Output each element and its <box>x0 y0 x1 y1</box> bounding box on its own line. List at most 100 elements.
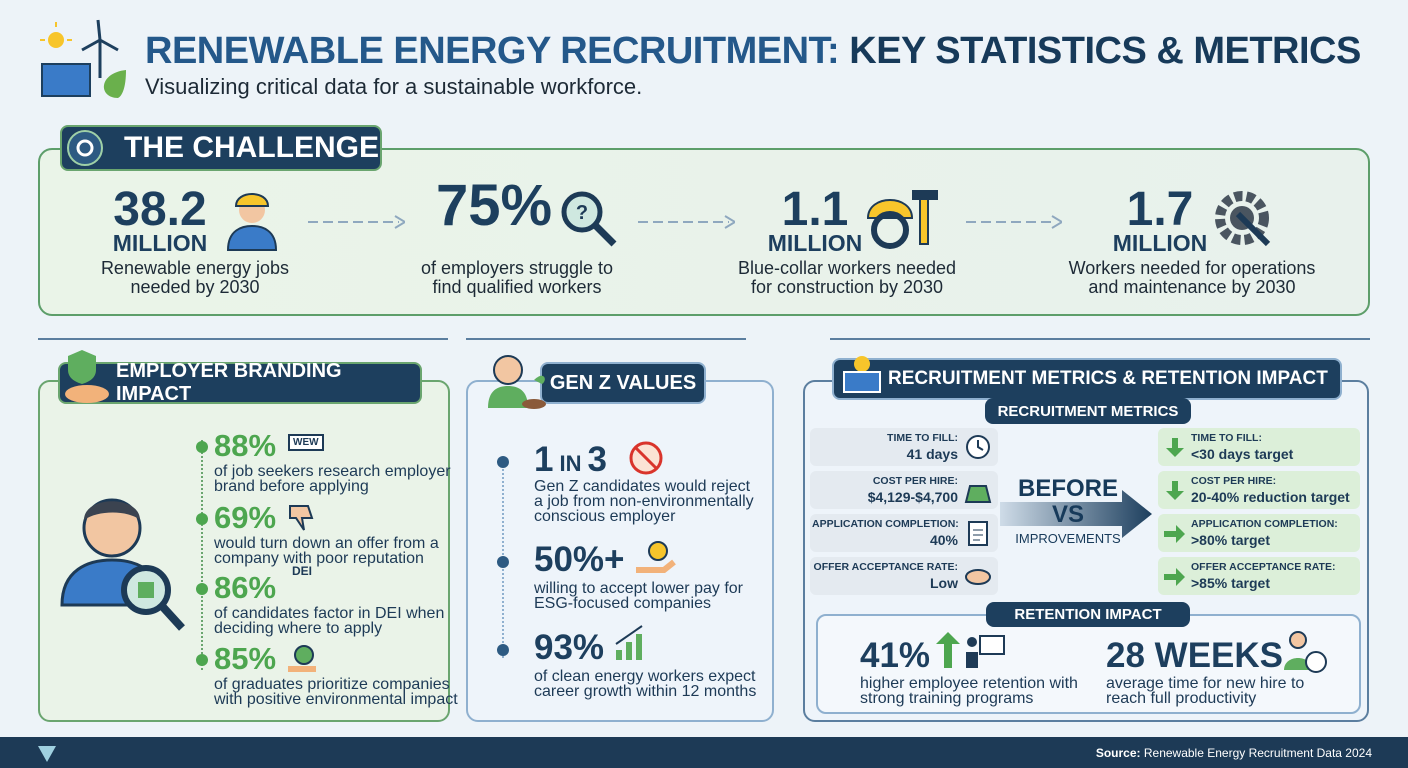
icon: ? <box>558 188 638 252</box>
arrow <box>308 214 407 230</box>
stat-label: brand before applying <box>214 478 369 495</box>
person-icon <box>60 498 185 631</box>
icon <box>964 519 994 547</box>
metric-value: >85% target <box>1191 575 1270 591</box>
after-box <box>1158 514 1360 552</box>
retention-title: RETENTION IMPACT <box>1014 606 1162 623</box>
logo <box>38 746 56 762</box>
shape <box>626 642 632 660</box>
stat-value: 1.1 <box>781 183 849 236</box>
after-box <box>1158 471 1360 509</box>
genz-icon <box>488 355 546 409</box>
stat-value: 50%+ <box>534 540 625 579</box>
stat-label: ESG-focused companies <box>534 595 711 612</box>
shape <box>936 632 960 668</box>
value-part: IN <box>559 451 582 476</box>
shape <box>1284 658 1312 670</box>
shape <box>76 139 94 157</box>
stat-label: Workers needed for operations <box>1068 258 1316 278</box>
icon-graphic <box>1166 481 1184 500</box>
icon-graphic <box>966 435 990 459</box>
icon-graphic <box>1164 568 1185 586</box>
stat-value: 93% <box>534 628 605 667</box>
metric-value: >80% target <box>1191 532 1270 548</box>
icon-graphic <box>1164 525 1185 543</box>
shape <box>1166 481 1184 500</box>
stat-label: reach full productivity <box>1106 690 1257 707</box>
shape <box>1164 568 1185 586</box>
shape <box>964 485 992 503</box>
source-label: Source: <box>1095 746 1141 760</box>
icon-graphic <box>965 569 991 585</box>
stat-unit: MILLION <box>1112 230 1208 256</box>
shape <box>561 191 603 233</box>
stat-label: with positive environmental impact <box>214 691 458 708</box>
stat-value: 69% <box>214 500 277 535</box>
icon <box>634 540 678 578</box>
shape <box>966 652 978 668</box>
title-part2: KEY STATISTICS & METRICS <box>849 30 1361 72</box>
icon <box>1164 438 1186 458</box>
stat-label: of candidates factor in DEI when <box>214 605 445 622</box>
stat-label: of graduates prioritize companies <box>214 676 450 693</box>
shape <box>973 529 983 541</box>
icon-graphic <box>615 625 643 660</box>
icon <box>222 188 302 252</box>
shape <box>1000 490 1152 538</box>
before-label: BEFORE <box>1017 475 1118 502</box>
shape <box>65 385 109 403</box>
shape <box>522 399 546 409</box>
shape <box>866 199 914 219</box>
timeline-dot <box>497 556 509 568</box>
stat-value: 75% <box>435 173 553 238</box>
arrow <box>966 214 1064 230</box>
shape <box>1166 438 1184 457</box>
recruit-title: RECRUITMENT METRICS & RETENTION IMPACT <box>888 368 1328 389</box>
metric-value: $4,129-$4,700 <box>867 489 958 505</box>
icon-graphic <box>226 193 278 251</box>
title-part1: RENEWABLE ENERGY RECRUITMENT: <box>145 30 840 72</box>
shape <box>138 582 154 598</box>
shape <box>843 371 881 393</box>
metric-value: Low <box>930 575 958 591</box>
compare-arrow <box>1000 490 1152 538</box>
icon <box>1164 567 1186 587</box>
stat-label: would turn down an offer from a <box>214 535 439 552</box>
stat-value: 1 IN 3 <box>534 440 607 480</box>
shape <box>534 375 545 384</box>
stat-value: 38.2 <box>113 183 207 236</box>
metrics-title: RECRUITMENT METRICS <box>997 402 1179 420</box>
icon <box>964 476 994 504</box>
timeline-dot <box>497 456 509 468</box>
metric-label: APPLICATION COMPLETION: <box>1191 518 1338 530</box>
arrow <box>638 214 737 230</box>
shape <box>48 32 64 48</box>
shape <box>226 224 278 251</box>
stat-value: 28 WEEKS <box>1106 636 1283 675</box>
stat-label: for construction by 2030 <box>750 277 944 297</box>
challenge-panel <box>38 148 1370 316</box>
divider <box>830 338 1370 340</box>
header-icon <box>40 19 126 98</box>
shape <box>636 634 642 660</box>
challenge-badge: THE CHALLENGE <box>60 125 382 171</box>
shape <box>289 505 314 531</box>
shape <box>1289 631 1307 649</box>
value-part: 1 <box>534 440 554 479</box>
stat-label: strong training programs <box>860 690 1034 707</box>
stat-label: of job seekers research employer <box>214 463 451 480</box>
shape <box>968 521 988 546</box>
stat-label: a job from non-environmentally <box>534 493 754 510</box>
icon <box>626 440 670 478</box>
stat-label: conscious employer <box>534 508 676 525</box>
handshake-icon <box>65 350 109 403</box>
value-part: 3 <box>587 440 607 479</box>
shape <box>67 130 103 166</box>
stat-value: 41% <box>860 636 931 675</box>
shape <box>633 445 659 471</box>
shape: RENEWABLE ENERGY RECRUITMENT: KEY STATIS… <box>145 30 1361 73</box>
shape <box>103 70 126 98</box>
timeline-dot <box>497 644 509 656</box>
icon <box>1164 481 1186 501</box>
shape <box>854 356 870 372</box>
